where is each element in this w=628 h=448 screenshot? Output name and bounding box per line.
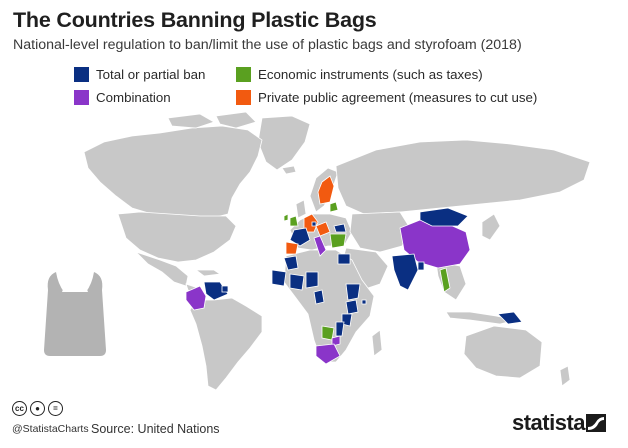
legend-label-private: Private public agreement (measures to cu… xyxy=(258,90,538,105)
south-africa-combination xyxy=(315,343,341,365)
plastic-bag-icon xyxy=(44,272,106,356)
canada xyxy=(83,125,263,221)
vietnam-economic xyxy=(439,267,451,293)
morocco-ban xyxy=(283,255,299,271)
madagascar xyxy=(371,329,383,357)
greenland xyxy=(257,115,311,171)
chart-title: The Countries Banning Plastic Bags xyxy=(13,8,377,32)
new-zealand xyxy=(559,365,571,387)
legend-item-private: Private public agreement (measures to cu… xyxy=(236,90,537,105)
twitter-handle: @StatistaCharts xyxy=(12,423,89,435)
cameroon-ban xyxy=(313,289,325,305)
seychelles-ban xyxy=(361,299,367,305)
legend-swatch-private xyxy=(236,90,251,105)
legend-swatch-economic xyxy=(236,67,251,82)
kenya-ban xyxy=(345,299,359,315)
world-map xyxy=(44,111,591,391)
romania-ban xyxy=(333,223,347,233)
botswana-combination xyxy=(331,335,341,347)
haiti-ban xyxy=(221,285,229,293)
mauritania-ban xyxy=(271,269,287,287)
usa xyxy=(117,211,237,263)
estonia-economic xyxy=(329,201,339,213)
legend: Total or partial ban Economic instrument… xyxy=(74,67,594,111)
cc-icon: cc xyxy=(12,401,27,416)
niger-ban xyxy=(305,271,319,289)
legend-item-economic: Economic instruments (such as taxes) xyxy=(236,67,483,82)
chart-subtitle: National-level regulation to ban/limit t… xyxy=(13,37,522,53)
legend-label-ban: Total or partial ban xyxy=(96,67,206,82)
license-icons: cc ● = xyxy=(12,401,63,416)
japan xyxy=(481,213,501,241)
mozambique-ban xyxy=(335,321,345,337)
ethiopia-ban xyxy=(345,283,361,301)
uk-economic xyxy=(289,215,299,227)
bangladesh-ban xyxy=(417,261,425,271)
source-note: Source: United Nations xyxy=(91,422,220,436)
tanzania-ban xyxy=(341,313,353,327)
by-icon: ● xyxy=(30,401,45,416)
russia xyxy=(335,139,591,215)
brand-logo: statista xyxy=(512,410,586,435)
germany-private xyxy=(315,221,331,237)
legend-label-combination: Combination xyxy=(96,90,171,105)
mali-ban xyxy=(289,273,305,291)
mongolia-ban xyxy=(419,207,469,227)
belgium-ban xyxy=(311,221,317,227)
spain-private xyxy=(285,241,299,255)
france-ban xyxy=(289,227,311,247)
statista-wave-icon xyxy=(586,414,606,432)
legend-item-combination: Combination xyxy=(74,90,171,105)
italy-combination xyxy=(313,235,327,257)
south-america xyxy=(189,297,263,391)
egypt-ban xyxy=(337,253,351,265)
colombia-combination xyxy=(185,285,207,311)
uk xyxy=(295,199,307,219)
legend-swatch-ban xyxy=(74,67,89,82)
arctic-island-1 xyxy=(167,113,215,129)
legend-item-ban: Total or partial ban xyxy=(74,67,205,82)
iceland xyxy=(281,165,297,175)
india-ban xyxy=(391,253,419,291)
balkans-economic xyxy=(329,233,347,249)
central-asia xyxy=(349,211,411,253)
mexico xyxy=(135,251,189,287)
papua-new-guinea-ban xyxy=(497,311,523,325)
legend-label-economic: Economic instruments (such as taxes) xyxy=(258,67,483,82)
arctic-island-2 xyxy=(215,111,257,129)
nd-icon: = xyxy=(48,401,63,416)
cuba xyxy=(194,269,222,277)
legend-swatch-combination xyxy=(74,90,89,105)
ireland-economic xyxy=(283,213,289,222)
australia xyxy=(463,325,543,379)
finland-private xyxy=(317,175,335,205)
